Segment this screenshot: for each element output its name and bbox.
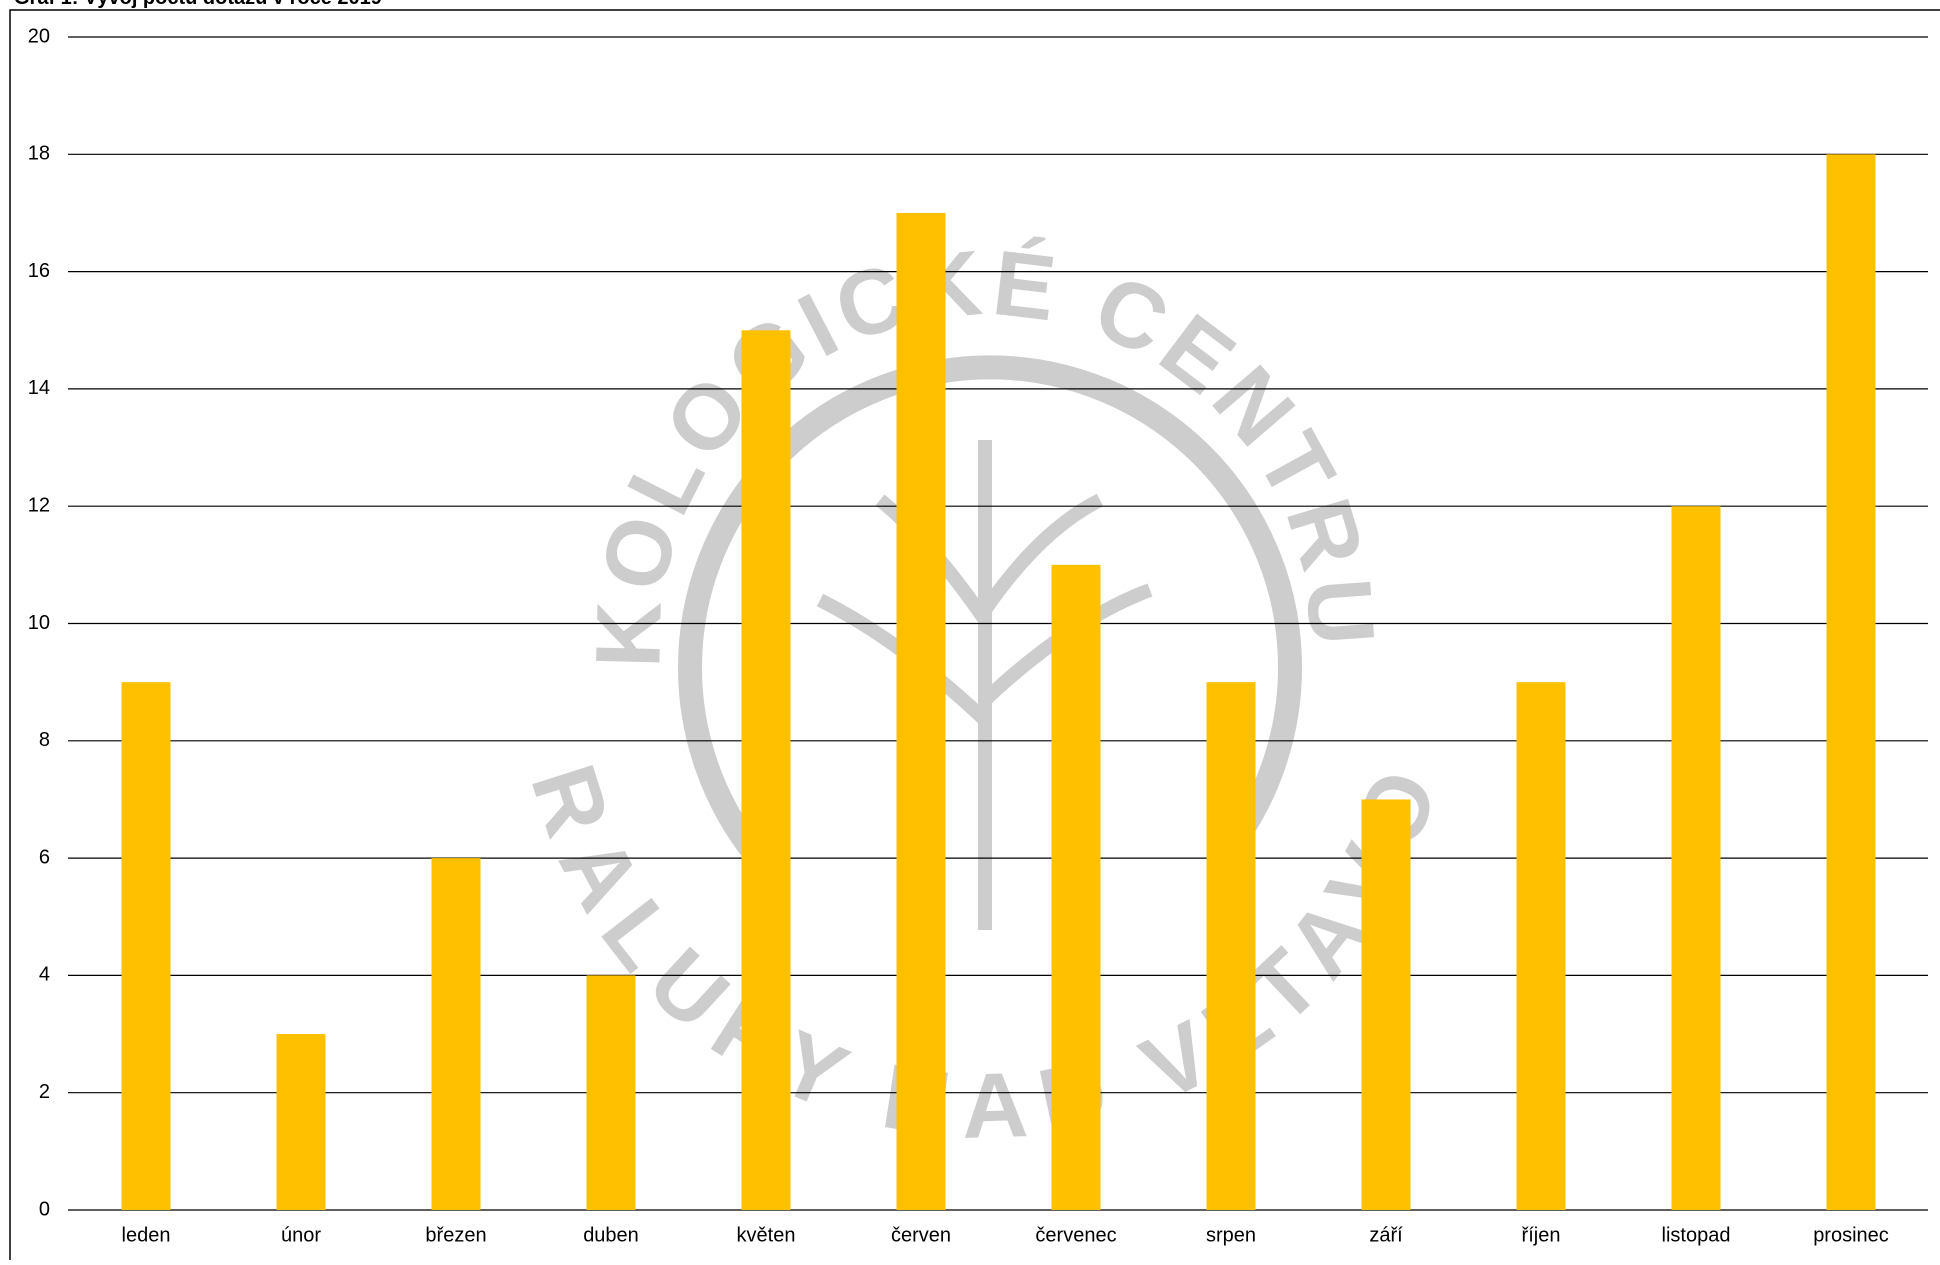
y-tick-label: 14	[28, 377, 50, 399]
bar	[1516, 682, 1566, 1210]
x-tick-label: srpen	[1206, 1224, 1256, 1246]
bar	[741, 330, 791, 1210]
y-tick-label: 8	[39, 729, 50, 751]
bar	[1206, 682, 1256, 1210]
bar	[1826, 154, 1876, 1210]
bar	[1671, 506, 1721, 1210]
x-tick-label: březen	[425, 1224, 486, 1246]
x-tick-label: září	[1369, 1224, 1403, 1246]
bar	[1051, 564, 1101, 1210]
x-tick-label: duben	[583, 1224, 639, 1246]
x-tick-label: listopad	[1662, 1224, 1731, 1246]
bar	[586, 975, 636, 1210]
x-tick-label: červenec	[1035, 1224, 1116, 1246]
x-tick-label: leden	[122, 1224, 171, 1246]
y-tick-label: 6	[39, 846, 50, 868]
chart-title: Graf 1: Vývoj počtu dotazů v roce 2019	[14, 0, 382, 9]
y-tick-label: 0	[39, 1198, 50, 1220]
y-tick-label: 12	[28, 494, 50, 516]
y-tick-label: 20	[28, 25, 50, 47]
x-tick-label: květen	[737, 1224, 796, 1246]
y-tick-label: 10	[28, 612, 50, 634]
y-tick-label: 18	[28, 143, 50, 165]
bar	[431, 858, 481, 1210]
y-tick-label: 2	[39, 1081, 50, 1103]
x-tick-label: prosinec	[1813, 1224, 1889, 1246]
watermark-ring	[678, 355, 1302, 868]
frame	[9, 9, 1940, 1265]
x-tick-label: únor	[281, 1224, 321, 1246]
x-tick-label: říjen	[1522, 1224, 1561, 1246]
y-tick-label: 16	[28, 260, 50, 282]
bar	[121, 682, 171, 1210]
x-tick-label: červen	[891, 1224, 951, 1246]
bar	[896, 212, 946, 1210]
bar	[1361, 799, 1411, 1210]
y-tick-label: 4	[39, 964, 50, 986]
bar	[276, 1034, 326, 1210]
